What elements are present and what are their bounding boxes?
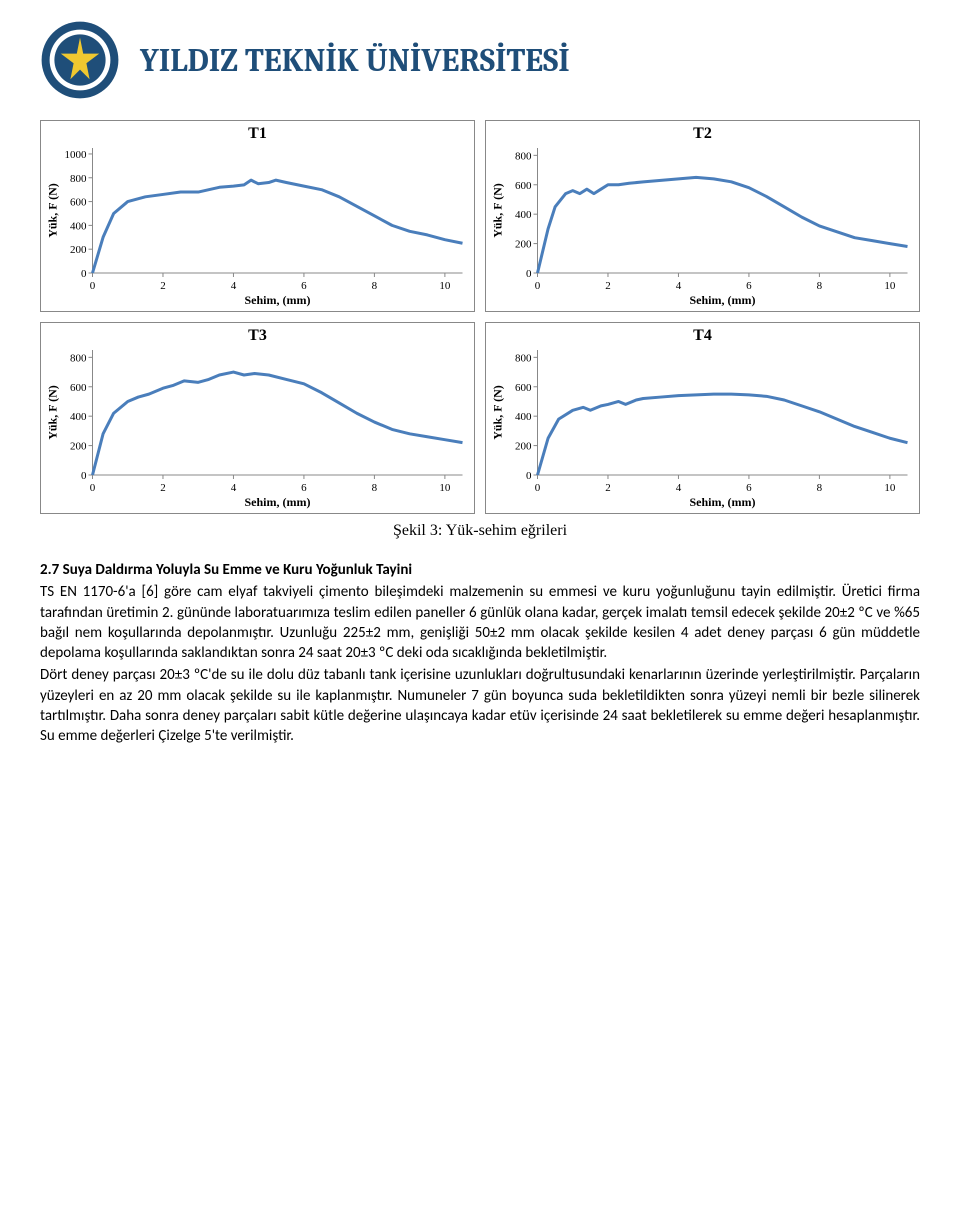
chart-title: T4 (486, 327, 919, 345)
chart-panel-t4: T4 0 200 400 600 800 0 2 4 6 8 10 Sehim, (mm) Yük, F … (485, 322, 920, 514)
paragraph-2: Dört deney parçası 20±3 ºC'de su ile dol… (40, 666, 920, 745)
chart-panel-t3: T3 0 200 400 600 800 0 2 4 6 8 10 Sehim, (mm) Yük, F … (40, 322, 475, 514)
svg-text:0: 0 (535, 482, 541, 494)
svg-text:Yük, F (N): Yük, F (N) (491, 385, 505, 440)
svg-text:200: 200 (515, 441, 532, 453)
svg-text:Sehim, (mm): Sehim, (mm) (245, 495, 311, 509)
svg-text:10: 10 (439, 482, 451, 494)
svg-text:4: 4 (231, 280, 237, 292)
svg-text:600: 600 (515, 382, 532, 394)
svg-text:0: 0 (526, 470, 532, 482)
chart-svg: 0 200 400 600 800 0 2 4 6 8 10 Sehim, (mm) Yük, F (N… (41, 345, 474, 510)
chart-grid: T1020040060080010000246810Sehim, (mm)Yük… (40, 120, 920, 514)
svg-text:800: 800 (70, 352, 87, 364)
svg-text:6: 6 (746, 482, 752, 494)
svg-text:800: 800 (70, 173, 87, 185)
chart-panel-t1: T1 0 200 400 600 800 1000 0 2 4 6 8 10 Sehim, (mm) Yük… (40, 120, 475, 312)
svg-text:200: 200 (70, 244, 87, 256)
svg-text:8: 8 (372, 280, 378, 292)
svg-text:2: 2 (605, 482, 611, 494)
svg-text:0: 0 (90, 482, 96, 494)
svg-text:10: 10 (439, 280, 451, 292)
svg-text:0: 0 (81, 268, 87, 280)
svg-text:0: 0 (90, 280, 96, 292)
chart-svg: 0 200 400 600 800 1000 0 2 4 6 8 10 Sehim, (mm) Yük, … (41, 143, 474, 308)
chart-panel-t2: T2 0 200 400 600 800 0 2 4 6 8 10 Sehim, (mm) Yük, F … (485, 120, 920, 312)
university-logo-icon (40, 20, 120, 100)
section-heading: 2.7 Suya Daldırma Yoluyla Su Emme ve Kur… (40, 560, 920, 580)
svg-text:Sehim, (mm): Sehim, (mm) (245, 293, 311, 307)
page-header: YILDIZ TEKNİK ÜNİVERSİTESİ (40, 20, 920, 100)
paragraph-1: TS EN 1170-6'a [6] göre cam elyaf takviy… (40, 583, 920, 662)
svg-text:Yük, F (N): Yük, F (N) (46, 183, 60, 238)
svg-text:6: 6 (301, 280, 307, 292)
svg-text:600: 600 (70, 197, 87, 209)
chart-title: T3 (41, 327, 474, 345)
svg-text:200: 200 (70, 441, 87, 453)
svg-text:600: 600 (70, 382, 87, 394)
svg-text:800: 800 (515, 352, 532, 364)
svg-text:2: 2 (160, 482, 166, 494)
svg-text:8: 8 (817, 482, 823, 494)
svg-text:200: 200 (515, 239, 532, 251)
chart-svg: 0 200 400 600 800 0 2 4 6 8 10 Sehim, (mm) Yük, F (N… (486, 143, 919, 308)
svg-text:600: 600 (515, 180, 532, 192)
svg-text:6: 6 (301, 482, 307, 494)
svg-text:10: 10 (884, 280, 896, 292)
svg-text:8: 8 (817, 280, 823, 292)
svg-text:6: 6 (746, 280, 752, 292)
svg-text:Yük, F (N): Yük, F (N) (491, 183, 505, 238)
svg-text:4: 4 (676, 482, 682, 494)
chart-title: T1 (41, 125, 474, 143)
svg-text:800: 800 (515, 150, 532, 162)
svg-text:Sehim, (mm): Sehim, (mm) (690, 293, 756, 307)
page-title: YILDIZ TEKNİK ÜNİVERSİTESİ (140, 42, 570, 79)
svg-text:2: 2 (160, 280, 166, 292)
svg-text:400: 400 (515, 209, 532, 221)
body-text: 2.7 Suya Daldırma Yoluyla Su Emme ve Kur… (40, 560, 920, 746)
chart-svg: 0 200 400 600 800 0 2 4 6 8 10 Sehim, (mm) Yük, F (N… (486, 345, 919, 510)
svg-text:2: 2 (605, 280, 611, 292)
svg-text:400: 400 (70, 220, 87, 232)
svg-text:400: 400 (515, 411, 532, 423)
svg-text:0: 0 (535, 280, 541, 292)
svg-text:8: 8 (372, 482, 378, 494)
svg-text:Sehim, (mm): Sehim, (mm) (690, 495, 756, 509)
svg-text:1000: 1000 (65, 149, 88, 161)
svg-text:4: 4 (231, 482, 237, 494)
svg-text:0: 0 (81, 470, 87, 482)
svg-text:400: 400 (70, 411, 87, 423)
svg-text:Yük, F (N): Yük, F (N) (46, 385, 60, 440)
svg-text:0: 0 (526, 268, 532, 280)
chart-title: T2 (486, 125, 919, 143)
svg-text:10: 10 (884, 482, 896, 494)
svg-text:4: 4 (676, 280, 682, 292)
figure-caption: Şekil 3: Yük-sehim eğrileri (40, 522, 920, 540)
